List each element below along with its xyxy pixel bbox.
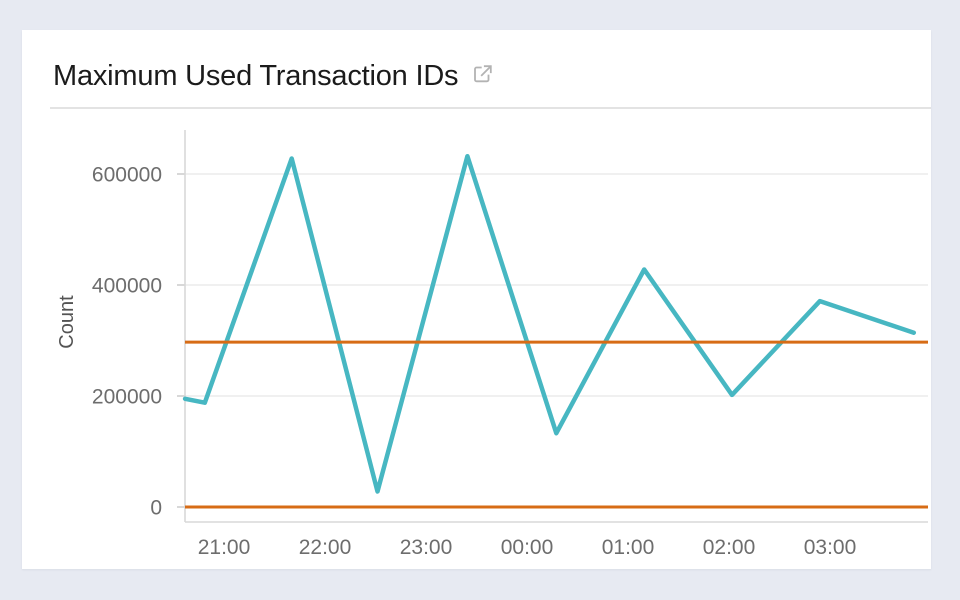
header-divider <box>50 107 931 109</box>
x-tick-label: 22:00 <box>299 536 352 559</box>
x-tick-label: 00:00 <box>501 536 554 559</box>
x-tick-label: 01:00 <box>602 536 655 559</box>
x-tick-label: 03:00 <box>804 536 857 559</box>
y-tick-label: 200000 <box>92 386 162 409</box>
x-tick-label: 21:00 <box>198 536 251 559</box>
external-link-icon[interactable] <box>471 62 495 86</box>
series-line <box>182 153 917 494</box>
x-tick-label: 23:00 <box>400 536 453 559</box>
y-tick-label: 0 <box>150 497 162 520</box>
chart-header: Maximum Used Transaction IDs <box>53 56 495 96</box>
y-tick-label: 400000 <box>92 275 162 298</box>
chart-card: Maximum Used Transaction IDs 0 200000 4000… <box>22 30 931 569</box>
y-axis-title: Count <box>56 295 78 349</box>
y-tick-label: 600000 <box>92 164 162 187</box>
chart-svg: 0 200000 400000 600000 21:00 22:00 23:00 00:00 0… <box>56 130 928 559</box>
x-tick-label: 02:00 <box>703 536 756 559</box>
chart-title: Maximum Used Transaction IDs <box>53 60 459 92</box>
